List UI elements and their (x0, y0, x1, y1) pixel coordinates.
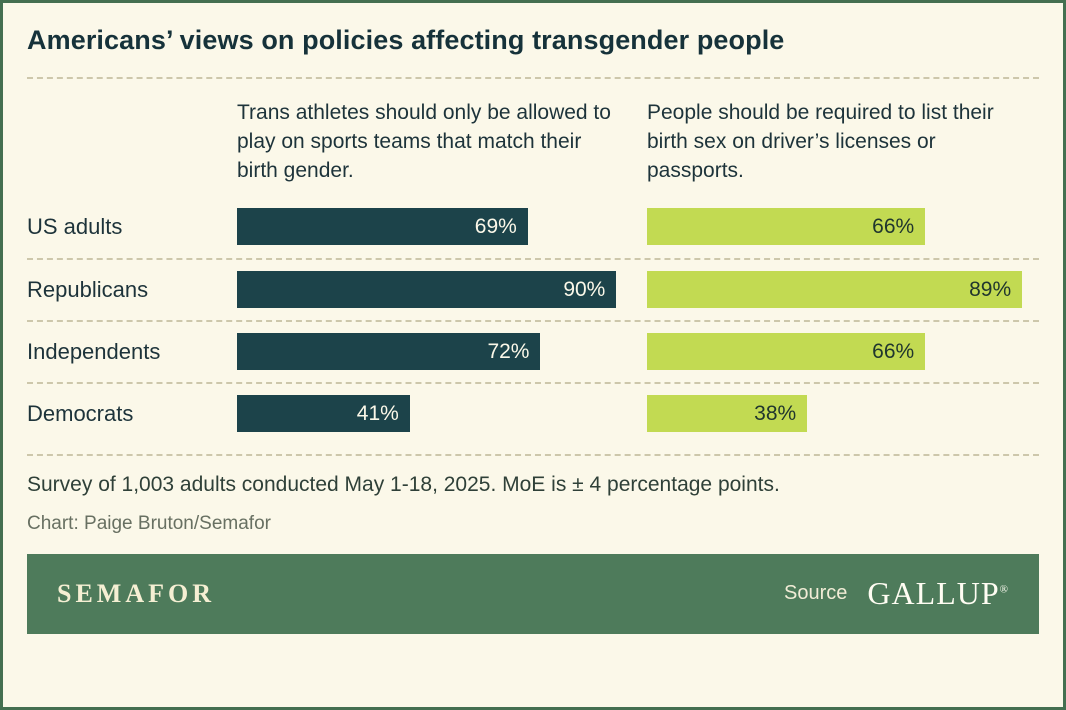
bar-cell: 90% (237, 271, 629, 309)
gallup-logo: GALLUP® (867, 575, 1009, 612)
bar-value-label: 89% (969, 277, 1012, 301)
bar-value-label: 66% (872, 214, 915, 238)
bar-value-label: 72% (487, 339, 530, 363)
divider-top (27, 77, 1039, 79)
category-label: Republicans (27, 276, 149, 302)
bar-cell: 66% (647, 208, 1039, 246)
series-header-sports: Trans athletes should only be allowed to… (237, 101, 611, 182)
bar-value-label: 38% (754, 401, 797, 425)
bar-cell: 38% (647, 395, 1039, 433)
chart-row: Democrats 41% 38% (27, 381, 1039, 444)
bar-sports: 69% (237, 208, 528, 246)
chart-row: US adults 69% 66% (27, 196, 1039, 258)
bar-documents: 66% (647, 208, 926, 246)
bar-documents: 89% (647, 271, 1023, 309)
bar-cell: 41% (237, 395, 629, 433)
bar-value-label: 69% (474, 214, 517, 238)
category-label: Democrats (27, 400, 134, 426)
series-header-documents: People should be required to list their … (647, 101, 994, 182)
bar-value-label: 66% (872, 339, 915, 363)
semafor-logo: SEMAFOR (57, 578, 215, 608)
bar-sports: 90% (237, 271, 617, 309)
bar-value-label: 90% (563, 277, 606, 301)
footer-bar: SEMAFOR Source GALLUP® (27, 553, 1039, 634)
bar-documents: 38% (647, 395, 808, 433)
category-label: US adults (27, 213, 123, 239)
bar-sports: 41% (237, 395, 410, 433)
source-label: Source (784, 582, 848, 605)
survey-note: Survey of 1,003 adults conducted May 1-1… (27, 472, 780, 496)
bar-cell: 69% (237, 208, 629, 246)
bar-documents: 66% (647, 333, 926, 371)
bar-cell: 66% (647, 333, 1039, 371)
bar-value-label: 41% (356, 401, 399, 425)
chart-row: Republicans 90% 89% (27, 257, 1039, 320)
chart-title: Americans’ views on policies affecting t… (27, 25, 785, 55)
registered-mark: ® (999, 583, 1009, 596)
bar-cell: 89% (647, 271, 1039, 309)
bar-cell: 72% (237, 333, 629, 371)
source-group: Source GALLUP® (784, 575, 1009, 612)
column-headers: Trans athletes should only be allowed to… (27, 99, 1039, 196)
chart-credit: Chart: Paige Bruton/Semafor (27, 512, 271, 534)
divider-bottom (27, 453, 1039, 456)
category-label: Independents (27, 338, 161, 364)
chart-row: Independents 72% 66% (27, 319, 1039, 382)
bar-sports: 72% (237, 333, 541, 371)
